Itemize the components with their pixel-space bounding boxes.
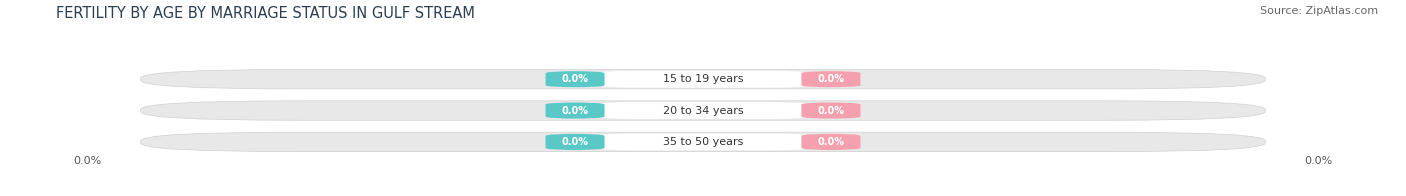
FancyBboxPatch shape — [801, 102, 860, 119]
Text: 35 to 50 years: 35 to 50 years — [662, 137, 744, 147]
FancyBboxPatch shape — [141, 132, 1265, 152]
FancyBboxPatch shape — [546, 71, 605, 87]
Text: 0.0%: 0.0% — [561, 105, 589, 116]
Text: 20 to 34 years: 20 to 34 years — [662, 105, 744, 116]
Text: 0.0%: 0.0% — [1305, 156, 1333, 166]
Text: 0.0%: 0.0% — [561, 137, 589, 147]
FancyBboxPatch shape — [801, 134, 860, 150]
Text: Source: ZipAtlas.com: Source: ZipAtlas.com — [1260, 6, 1378, 16]
FancyBboxPatch shape — [801, 71, 860, 87]
FancyBboxPatch shape — [599, 71, 807, 88]
Text: 15 to 19 years: 15 to 19 years — [662, 74, 744, 84]
FancyBboxPatch shape — [141, 69, 1265, 89]
Text: 0.0%: 0.0% — [817, 137, 845, 147]
Text: 0.0%: 0.0% — [561, 74, 589, 84]
FancyBboxPatch shape — [599, 102, 807, 119]
FancyBboxPatch shape — [546, 102, 605, 119]
Text: FERTILITY BY AGE BY MARRIAGE STATUS IN GULF STREAM: FERTILITY BY AGE BY MARRIAGE STATUS IN G… — [56, 6, 475, 21]
Text: 0.0%: 0.0% — [817, 105, 845, 116]
FancyBboxPatch shape — [599, 133, 807, 150]
FancyBboxPatch shape — [141, 101, 1265, 120]
FancyBboxPatch shape — [546, 134, 605, 150]
Text: 0.0%: 0.0% — [817, 74, 845, 84]
Text: 0.0%: 0.0% — [73, 156, 101, 166]
